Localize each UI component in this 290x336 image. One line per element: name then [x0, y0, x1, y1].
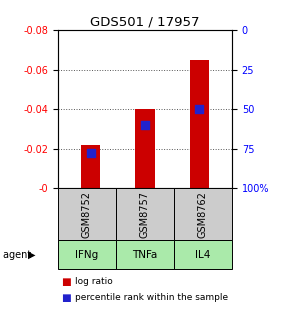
Bar [190, 60, 209, 188]
Text: GSM8757: GSM8757 [140, 191, 150, 238]
Text: IFNg: IFNg [75, 250, 99, 259]
Text: percentile rank within the sample: percentile rank within the sample [75, 293, 229, 302]
Text: agent: agent [3, 250, 34, 259]
Text: ▶: ▶ [28, 250, 35, 259]
Text: GSM8752: GSM8752 [82, 191, 92, 238]
Point [143, 122, 147, 128]
Point [197, 107, 202, 112]
Text: ■: ■ [61, 293, 71, 303]
Point [88, 151, 93, 156]
Text: GDS501 / 17957: GDS501 / 17957 [90, 15, 200, 28]
Bar [135, 109, 155, 188]
Text: IL4: IL4 [195, 250, 211, 259]
Text: ■: ■ [61, 277, 71, 287]
Bar [81, 145, 100, 188]
Text: GSM8762: GSM8762 [198, 191, 208, 238]
Text: log ratio: log ratio [75, 277, 113, 286]
Text: TNFa: TNFa [132, 250, 158, 259]
